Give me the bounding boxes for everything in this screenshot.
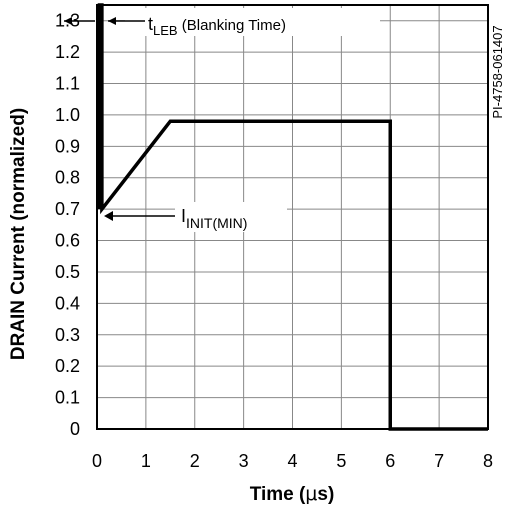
y-tick-label: 0.4 bbox=[55, 293, 80, 313]
grid-lines bbox=[97, 5, 488, 429]
y-tick-label: 0.7 bbox=[55, 199, 80, 219]
y-tick-label: 0.9 bbox=[55, 136, 80, 156]
x-tick-label: 3 bbox=[239, 451, 249, 471]
y-tick-label: 1.1 bbox=[55, 74, 80, 94]
x-tick-label: 7 bbox=[434, 451, 444, 471]
y-tick-label: 1.0 bbox=[55, 105, 80, 125]
leb-label-background bbox=[125, 8, 380, 36]
x-tick-label: 2 bbox=[190, 451, 200, 471]
x-tick-label: 5 bbox=[336, 451, 346, 471]
x-tick-label: 1 bbox=[141, 451, 151, 471]
y-tick-label: 0.2 bbox=[55, 356, 80, 376]
y-tick-label: 0.1 bbox=[55, 388, 80, 408]
init-annotation: IINIT(MIN) bbox=[181, 206, 247, 231]
drain-current-series bbox=[97, 3, 488, 431]
y-tick-label: 0 bbox=[70, 419, 80, 439]
plot-frame bbox=[96, 4, 489, 430]
annotations: tLEB (Blanking Time) IINIT(MIN) bbox=[64, 8, 380, 232]
figure-id: PI-4758-061407 bbox=[490, 25, 505, 118]
y-tick-label: 0.8 bbox=[55, 168, 80, 188]
y-tick-labels: 0 0.1 0.2 0.3 0.4 0.5 0.6 0.7 0.8 0.9 1.0 1.1 1.2 1.3 bbox=[55, 11, 80, 439]
leb-right-arrowhead bbox=[108, 17, 116, 25]
leb-annotation: tLEB (Blanking Time) bbox=[148, 14, 286, 38]
y-tick-label: 0.5 bbox=[55, 262, 80, 282]
init-arrowhead bbox=[104, 211, 113, 221]
x-tick-label: 0 bbox=[92, 451, 102, 471]
x-tick-label: 4 bbox=[287, 451, 297, 471]
leb-left-arrowhead bbox=[64, 17, 72, 25]
y-tick-label: 1.2 bbox=[55, 42, 80, 62]
init-label-background bbox=[175, 202, 287, 232]
y-tick-label: 1.3 bbox=[55, 11, 80, 31]
y-tick-label: 0.3 bbox=[55, 325, 80, 345]
y-tick-label: 0.6 bbox=[55, 231, 80, 251]
y-axis-title: DRAIN Current (normalized) bbox=[8, 108, 29, 360]
x-tick-label: 8 bbox=[483, 451, 493, 471]
x-tick-label: 6 bbox=[385, 451, 395, 471]
x-tick-labels: 0 1 2 3 4 5 6 7 8 bbox=[92, 451, 493, 471]
x-axis-title: Time (μs) bbox=[250, 483, 335, 505]
